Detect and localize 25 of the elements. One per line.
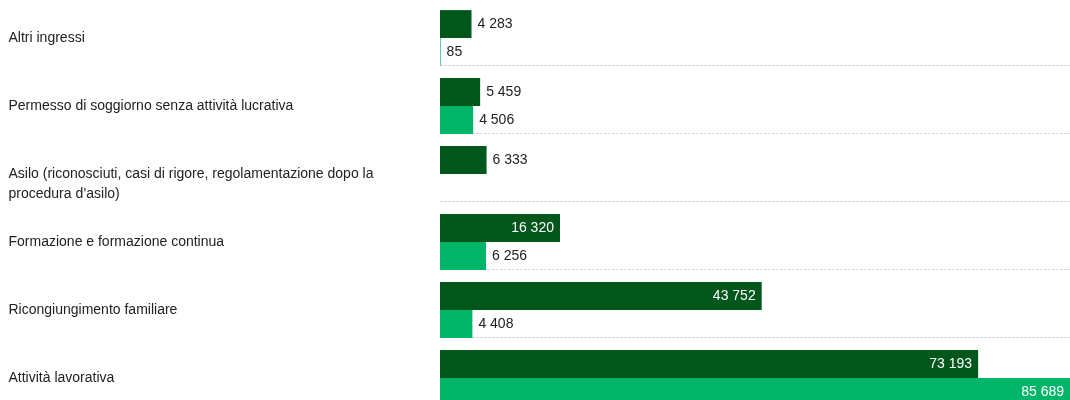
data-label: 16 320 (511, 219, 555, 236)
bar (440, 106, 474, 134)
bar (440, 146, 487, 174)
y-tick-label: Attività lavorativa (8, 369, 115, 385)
data-label: 6 333 (492, 151, 528, 168)
y-tick-label: Formazione e formazione continua (8, 233, 225, 249)
data-label: 85 (446, 42, 463, 59)
data-label: 4 408 (478, 314, 514, 331)
data-label: 85 689 (1021, 382, 1065, 399)
bar (440, 242, 486, 270)
bar (440, 78, 481, 106)
y-tick-label: Ricongiungimento familiare (8, 301, 178, 317)
data-label: 6 256 (492, 246, 528, 263)
data-label: 4 506 (479, 110, 515, 127)
data-label: 5 459 (486, 83, 522, 100)
bar (440, 10, 472, 38)
data-label: 4 283 (477, 15, 513, 32)
data-label: 73 193 (929, 355, 973, 372)
y-tick-label: Asilo (riconosciuti, casi di rigore, regolamentazione dopo la procedura d’asilo) (8, 165, 374, 201)
y-tick-label: Permesso di soggiorno senza attività lucrativa (8, 97, 294, 113)
bar (440, 310, 473, 338)
bar (440, 214, 560, 242)
data-label: 43 752 (712, 287, 756, 304)
y-tick-label: Altri ingressi (8, 29, 85, 45)
bar (440, 282, 762, 310)
